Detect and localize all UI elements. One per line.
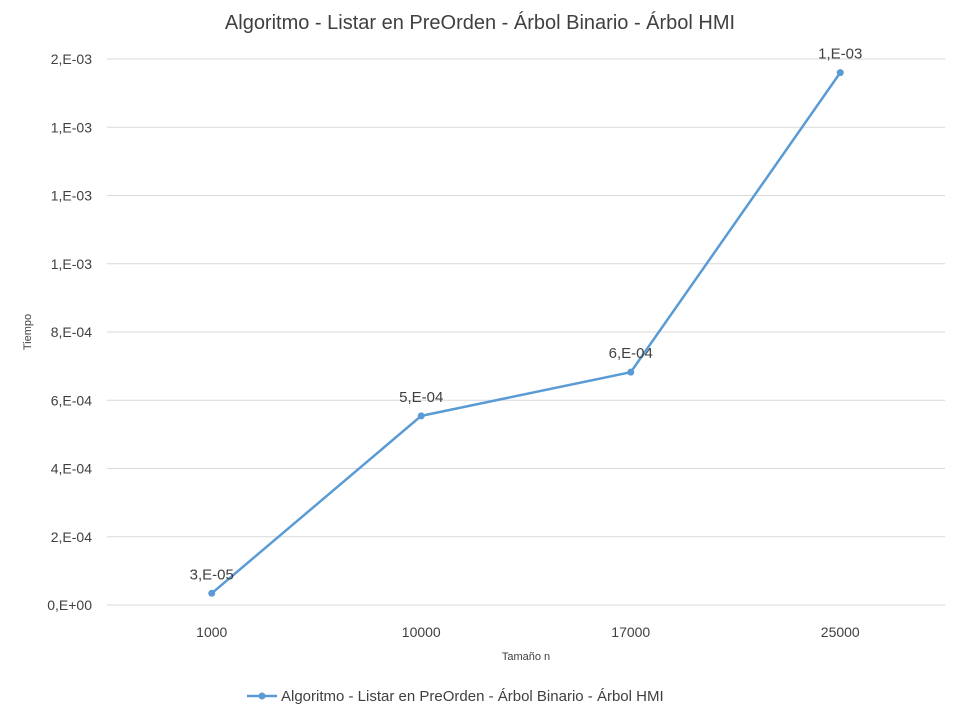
legend-point-marker [258, 692, 266, 700]
y-tick-label: 1,E-03 [51, 119, 92, 135]
data-label: 6,E-04 [609, 345, 653, 362]
data-labels: 3,E-05 5,E-04 6,E-04 1,E-03 [190, 46, 863, 584]
data-point [417, 412, 425, 420]
data-label: 1,E-03 [818, 46, 862, 63]
y-tick-label: 6,E-04 [51, 392, 92, 408]
y-tick-label: 0,E+00 [47, 597, 92, 613]
gridlines [107, 58, 945, 606]
legend-entry: Algoritmo - Listar en PreOrden - Árbol B… [281, 688, 664, 705]
x-tick-label: 25000 [821, 624, 860, 640]
data-label: 3,E-05 [190, 566, 234, 583]
x-tick-label: 10000 [402, 624, 441, 640]
data-point [627, 368, 635, 376]
data-point [836, 69, 844, 77]
y-axis-title: Tiempo [22, 314, 34, 350]
series-line [210, 71, 842, 595]
y-tick-label: 1,E-03 [51, 256, 92, 272]
x-axis-title: Tamaño n [502, 651, 550, 663]
series-line-group [208, 69, 844, 597]
y-tick-label: 4,E-04 [51, 461, 92, 477]
data-point [208, 589, 216, 597]
y-tick-label: 1,E-03 [51, 188, 92, 204]
y-tick-label: 2,E-03 [51, 51, 92, 67]
y-axis-tick-labels: 0,E+00 2,E-04 4,E-04 6,E-04 8,E-04 1,E-03 1,E-… [47, 51, 92, 613]
chart-title: Algoritmo - Listar en PreOrden - Árbol B… [224, 12, 736, 34]
x-axis-tick-labels: 1000 10000 17000 25000 [196, 624, 860, 640]
x-tick-label: 1000 [196, 624, 227, 640]
data-label: 5,E-04 [399, 389, 443, 406]
y-tick-label: 8,E-04 [51, 324, 92, 340]
x-tick-label: 17000 [611, 624, 650, 640]
y-tick-label: 2,E-04 [51, 529, 92, 545]
legend: Algoritmo - Listar en PreOrden - Árbol B… [247, 688, 664, 705]
